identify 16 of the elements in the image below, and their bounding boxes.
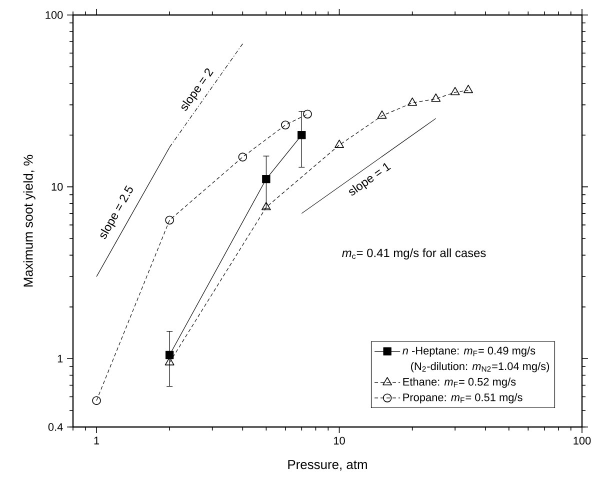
- annotation: slope = 1: [349, 163, 391, 196]
- y-tick-label: 1: [58, 354, 63, 362]
- y-tick-label: 10: [52, 182, 63, 191]
- legend-label: Ethane: m$_{F}$= 0.52 mg/s: [403, 378, 516, 388]
- x-axis-title: Pressure, atm: [288, 460, 367, 471]
- y-tick-label: 0.4: [48, 423, 63, 431]
- y-tick-label: 100: [46, 11, 63, 19]
- annotation: m$_{c}$= 0.41 mg/s for all cases: [342, 248, 486, 260]
- x-tick-label: 10: [334, 436, 345, 445]
- annotation: slope = 2.5: [100, 185, 133, 239]
- y-axis-title: Maximum soot yield, %: [23, 154, 36, 287]
- legend-label: Propane: m$_{F}$= 0.51 mg/s: [403, 393, 522, 404]
- legend-label: n -Heptane: m$_{F}$= 0.49 mg/s: [402, 346, 536, 357]
- annotation: (N$_{2}$-dilution: m$_{N2}$=1.04 mg/s): [411, 362, 550, 372]
- x-tick-label: 1: [94, 436, 100, 444]
- x-tick-label: 100: [574, 436, 591, 445]
